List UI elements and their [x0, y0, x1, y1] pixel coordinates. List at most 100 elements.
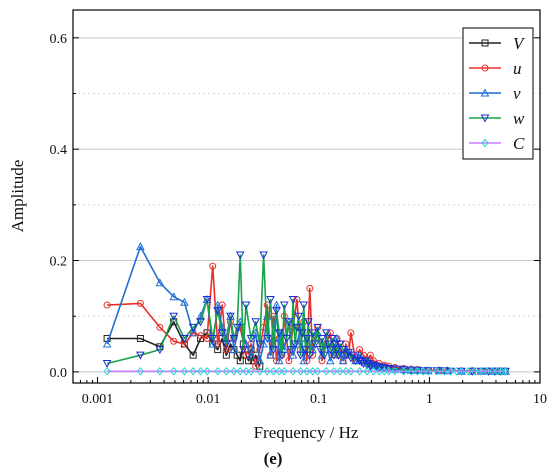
data-point-c-upper: [263, 367, 271, 376]
data-point-w: [372, 362, 381, 371]
y-tick-label: 0.0: [50, 366, 68, 381]
data-point-w: [334, 351, 343, 360]
data-point-w: [255, 340, 265, 349]
series-c-upper: [103, 367, 510, 376]
data-point-w: [304, 318, 313, 327]
data-point-c-upper: [303, 367, 311, 376]
data-point-v: [180, 297, 189, 306]
y-tick-label: 0.6: [50, 32, 68, 47]
data-point-c-upper: [369, 367, 378, 376]
data-point-c-upper: [452, 367, 461, 376]
data-point-c-upper: [391, 367, 399, 376]
data-point-u: [136, 299, 144, 307]
data-point-w: [235, 251, 245, 260]
x-tick-label: 1: [426, 392, 433, 407]
data-point-c-upper: [488, 367, 497, 376]
data-point-w: [180, 334, 189, 344]
legend-item-c-upper: C: [469, 134, 525, 153]
data-point-c-upper: [196, 367, 205, 376]
data-point-c-upper: [247, 367, 255, 376]
data-point-w: [313, 323, 322, 332]
data-point-w: [308, 329, 317, 338]
data-point-w: [305, 351, 315, 360]
data-point-c-upper: [477, 367, 485, 376]
data-point-v: [188, 328, 198, 337]
data-point-v: [246, 350, 256, 359]
data-point-w: [269, 346, 278, 355]
data-point-w: [169, 312, 179, 321]
data-point-w: [299, 301, 309, 310]
legend-label: C: [513, 134, 525, 153]
data-point-c-upper: [483, 367, 491, 376]
legend-label: V: [513, 34, 526, 53]
data-point-w: [362, 361, 372, 370]
data-point-w: [327, 334, 337, 344]
data-point-u: [197, 332, 205, 340]
data-point-c-upper: [424, 367, 432, 376]
data-point-w: [331, 340, 340, 349]
figure-caption: (e): [264, 449, 283, 468]
data-point-c-upper: [136, 367, 145, 376]
y-tick-label: 0.4: [50, 143, 68, 158]
data-point-w: [279, 301, 289, 310]
data-point-u: [156, 323, 164, 331]
data-point-w: [286, 346, 296, 355]
data-point-v-upper: [189, 351, 197, 359]
data-point-c-upper: [419, 367, 427, 376]
data-point-w: [379, 364, 389, 373]
legend-label: v: [513, 84, 521, 103]
data-point-w: [332, 346, 342, 355]
data-point-w: [202, 295, 212, 305]
data-point-v: [102, 339, 112, 348]
data-point-c-upper: [413, 367, 422, 376]
data-point-c-upper: [375, 367, 383, 376]
data-point-u: [252, 362, 260, 370]
data-point-c-upper: [242, 367, 250, 376]
data-point-c-upper: [501, 367, 510, 376]
data-point-v: [274, 356, 284, 365]
data-point-c-upper: [385, 367, 393, 376]
data-point-v: [255, 356, 265, 365]
data-point-w: [321, 329, 331, 338]
data-point-c-upper: [289, 367, 297, 376]
data-point-c-upper: [256, 367, 264, 376]
data-point-w: [284, 318, 294, 327]
y-axis-title: Amplitude: [8, 160, 27, 233]
legend-marker: [480, 114, 490, 123]
data-point-w: [323, 340, 333, 349]
data-point-w: [294, 312, 304, 321]
data-point-w: [317, 334, 327, 344]
data-point-w: [315, 346, 325, 355]
legend-item-w: w: [469, 109, 525, 128]
data-point-w: [377, 363, 387, 372]
data-point-w: [301, 346, 310, 355]
data-point-w: [277, 351, 287, 360]
data-point-c-upper: [280, 367, 288, 376]
data-point-w: [292, 323, 302, 332]
data-point-u: [285, 357, 293, 365]
data-point-v-upper: [236, 357, 244, 365]
data-point-v: [325, 356, 335, 365]
legend-marker: [481, 64, 489, 72]
data-point-c-upper: [170, 367, 178, 376]
data-point-c-upper: [214, 367, 222, 376]
data-point-w: [272, 307, 281, 316]
data-point-w: [297, 329, 307, 338]
data-point-v: [169, 292, 179, 301]
data-point-w: [369, 361, 378, 370]
x-tick-label: 0.001: [82, 392, 114, 407]
x-tick-label: 0.01: [196, 392, 221, 407]
data-point-w: [196, 318, 205, 327]
data-point-w: [274, 329, 284, 338]
x-tick-label: 10: [533, 392, 547, 407]
data-point-v: [229, 345, 239, 354]
data-point-w: [208, 334, 218, 344]
data-point-v: [266, 350, 275, 359]
data-point-u: [170, 337, 178, 345]
data-point-w: [229, 334, 239, 344]
data-point-c-upper: [313, 367, 322, 376]
data-point-c-upper: [222, 367, 230, 376]
data-point-u: [306, 284, 314, 292]
data-point-c-upper: [322, 367, 330, 376]
data-point-v: [288, 350, 298, 359]
